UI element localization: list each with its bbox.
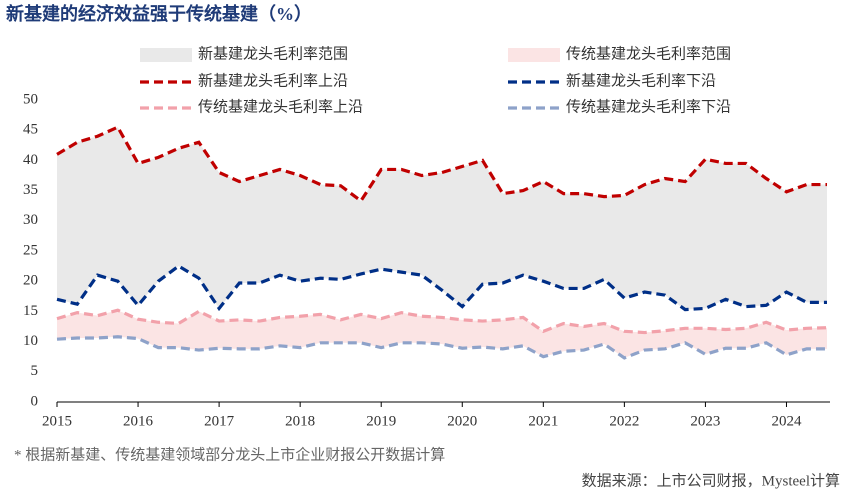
y-tick-label: 15 bbox=[23, 303, 38, 319]
legend-label: 传统基建龙头毛利率范围 bbox=[566, 45, 731, 62]
y-tick-label: 45 bbox=[23, 122, 38, 138]
x-tick-label: 2015 bbox=[42, 413, 72, 429]
series-line bbox=[56, 264, 827, 312]
legend-label: 传统基建龙头毛利率下沿 bbox=[566, 98, 731, 115]
y-tick-label: 25 bbox=[23, 242, 38, 258]
x-tick-label: 2024 bbox=[771, 413, 802, 429]
y-tick-label: 40 bbox=[23, 152, 38, 168]
legend-label: 新基建龙头毛利率范围 bbox=[198, 45, 348, 62]
y-tick-label: 5 bbox=[31, 363, 39, 379]
range-band bbox=[57, 127, 827, 310]
x-tick-label: 2022 bbox=[609, 413, 639, 429]
x-tick-label: 2023 bbox=[690, 413, 720, 429]
legend-swatch bbox=[508, 48, 560, 62]
series-line bbox=[56, 335, 827, 360]
source: 数据来源：上市公司财报，Mysteel计算 bbox=[582, 471, 840, 489]
y-tick-label: 10 bbox=[23, 333, 38, 349]
legend-swatch bbox=[140, 48, 192, 62]
legend-label: 新基建龙头毛利率下沿 bbox=[566, 72, 716, 89]
legend-label: 新基建龙头毛利率上沿 bbox=[198, 72, 348, 89]
x-tick-label: 2017 bbox=[204, 413, 235, 429]
x-tick-label: 2018 bbox=[285, 413, 315, 429]
footnote: * 根据新基建、传统基建领域部分龙头上市企业财报公开数据计算 bbox=[14, 445, 445, 463]
chart-title: 新基建的经济效益强于传统基建（%） bbox=[6, 3, 312, 24]
series-line bbox=[56, 125, 827, 204]
x-tick-label: 2016 bbox=[123, 413, 154, 429]
x-tick-label: 2019 bbox=[366, 413, 396, 429]
x-tick-label: 2020 bbox=[447, 413, 477, 429]
y-tick-label: 30 bbox=[23, 212, 38, 228]
range-band bbox=[57, 310, 827, 358]
series-line bbox=[56, 308, 828, 335]
y-tick-label: 35 bbox=[23, 182, 38, 198]
legend-label: 传统基建龙头毛利率上沿 bbox=[198, 98, 363, 115]
y-tick-label: 0 bbox=[31, 393, 39, 409]
y-tick-label: 20 bbox=[23, 273, 38, 289]
x-tick-label: 2021 bbox=[528, 413, 558, 429]
y-tick-label: 50 bbox=[23, 91, 38, 107]
